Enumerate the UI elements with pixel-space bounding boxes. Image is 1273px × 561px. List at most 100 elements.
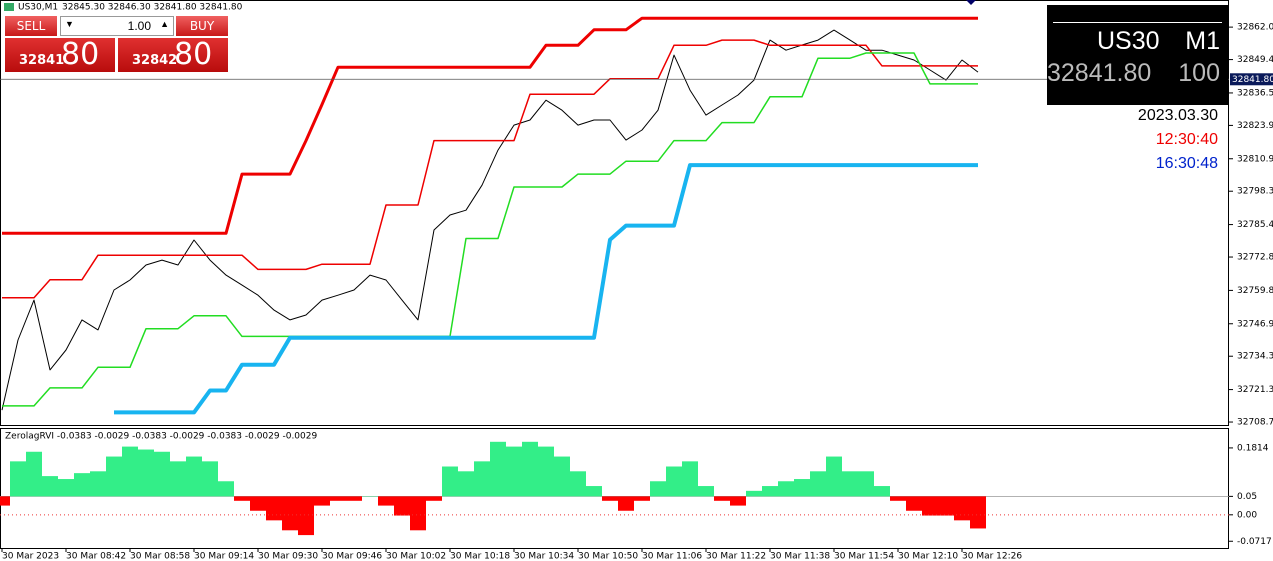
y-tick-label: 32823.90	[1237, 121, 1273, 131]
x-tick-label: 30 Mar 12:10	[898, 552, 958, 561]
histogram-bar	[682, 461, 698, 497]
histogram-bar	[0, 496, 10, 506]
info-timeframe: M1	[1185, 27, 1220, 55]
lot-up[interactable]: ▲	[160, 19, 169, 29]
histogram-bar	[298, 496, 314, 536]
x-tick-label: 30 Mar 2023	[2, 552, 59, 561]
y-tick-label: 32759.85	[1237, 286, 1273, 296]
y-tick-label: 32810.95	[1237, 154, 1273, 164]
sell-price-small: 32841	[19, 53, 65, 68]
symbol-icon	[4, 3, 14, 11]
histogram-bar	[506, 446, 522, 497]
histogram-bar	[970, 496, 986, 529]
sell-label: SELL	[16, 19, 46, 33]
y-tick-label: 32785.40	[1237, 220, 1273, 230]
histogram-bar	[938, 496, 954, 516]
histogram-bar	[282, 496, 298, 531]
indicator-frame	[0, 428, 1229, 549]
histogram-bar	[778, 481, 794, 497]
x-tick-label: 30 Mar 11:22	[706, 552, 766, 561]
info-symbol: US30	[1097, 27, 1160, 55]
local-time: 12:30:40	[1155, 131, 1218, 148]
histogram-bar	[10, 461, 26, 497]
histogram-bar	[826, 456, 842, 497]
histogram-bar	[490, 441, 506, 497]
histogram-bar	[602, 496, 618, 501]
main-frame	[0, 0, 1229, 426]
histogram-bar	[586, 486, 602, 497]
x-tick-label: 30 Mar 10:02	[386, 552, 446, 561]
histogram-bar	[874, 486, 890, 497]
histogram-bar	[890, 496, 906, 501]
price-line-series	[1, 29, 979, 411]
buy-label: BUY	[189, 19, 215, 33]
histogram-bar	[794, 479, 810, 497]
histogram-bar	[58, 479, 74, 497]
info-rule	[1053, 22, 1222, 23]
histogram-bar	[26, 451, 42, 497]
lot-down[interactable]: ▼	[65, 19, 74, 29]
x-tick-label: 30 Mar 11:06	[642, 552, 702, 561]
histogram-bar	[570, 471, 586, 497]
y-tick-label: 32862.05	[1237, 23, 1273, 33]
histogram-bar	[442, 466, 458, 497]
x-tick-label: 30 Mar 09:30	[258, 552, 318, 561]
histogram-bar	[730, 496, 746, 506]
histogram-bar	[922, 496, 938, 516]
histogram-bar	[330, 496, 346, 501]
price-line-series	[2, 52, 978, 407]
histogram-bar	[138, 449, 154, 497]
x-tick-label: 30 Mar 10:50	[578, 552, 638, 561]
y-tick-label: 32721.35	[1237, 385, 1273, 395]
histogram-bar	[474, 461, 490, 497]
symbol-label: US30,M1	[18, 3, 58, 13]
y-tick-label: 32772.80	[1237, 253, 1273, 263]
y-tick-label: 32849.45	[1237, 55, 1273, 65]
price-line-series	[114, 163, 978, 415]
histogram-bar	[810, 471, 826, 497]
y-tick-label: 32746.90	[1237, 319, 1273, 329]
histogram-bar	[234, 496, 250, 501]
x-tick-label: 30 Mar 12:26	[962, 552, 1022, 561]
histogram-bar	[202, 461, 218, 497]
sell-price[interactable]: 32841 80	[5, 37, 115, 72]
histogram-bar	[170, 461, 186, 497]
histogram-bar	[538, 446, 554, 497]
histogram-bar	[266, 496, 282, 521]
lot-box[interactable]: ▼ 1.00 ▲	[60, 16, 174, 36]
x-tick-label: 30 Mar 09:46	[322, 552, 382, 561]
price-line-series	[2, 39, 978, 299]
buy-button[interactable]: BUY	[176, 16, 228, 36]
histogram-bar	[122, 446, 138, 497]
y-tick-label: 32798.35	[1237, 187, 1273, 197]
histogram-bar	[250, 496, 266, 511]
sell-price-big: 80	[61, 37, 100, 72]
histogram-bar	[90, 471, 106, 497]
histogram-bar	[154, 451, 170, 497]
x-tick-label: 30 Mar 10:18	[450, 552, 510, 561]
histogram-bar	[522, 441, 538, 497]
histogram-bar	[426, 496, 442, 501]
indicator-title: ZerolagRVI -0.0383 -0.0029 -0.0383 -0.00…	[5, 432, 317, 442]
y-tick-label: 0.05	[1237, 492, 1257, 502]
histogram-bar	[954, 496, 970, 521]
x-tick-label: 30 Mar 08:42	[66, 552, 126, 561]
x-tick-label: 30 Mar 11:54	[834, 552, 894, 561]
x-tick-label: 30 Mar 11:38	[770, 552, 830, 561]
current-price-box	[1230, 73, 1273, 86]
buy-price[interactable]: 32842 80	[118, 37, 228, 72]
histogram-bar	[906, 496, 922, 511]
histogram-bar	[698, 486, 714, 497]
histogram-bar	[858, 471, 874, 497]
histogram-bar	[554, 456, 570, 497]
ohlc-label: 32845.30 32846.30 32841.80 32841.80	[62, 3, 243, 13]
buy-price-big: 80	[174, 37, 213, 72]
histogram-bar	[842, 471, 858, 497]
histogram-bar	[186, 456, 202, 497]
sell-button[interactable]: SELL	[5, 16, 57, 36]
histogram-bar	[314, 496, 330, 506]
buy-price-small: 32842	[132, 53, 178, 68]
y-tick-label: 0.1814	[1237, 443, 1269, 453]
histogram-bar	[666, 466, 682, 497]
histogram-bar	[346, 496, 362, 501]
